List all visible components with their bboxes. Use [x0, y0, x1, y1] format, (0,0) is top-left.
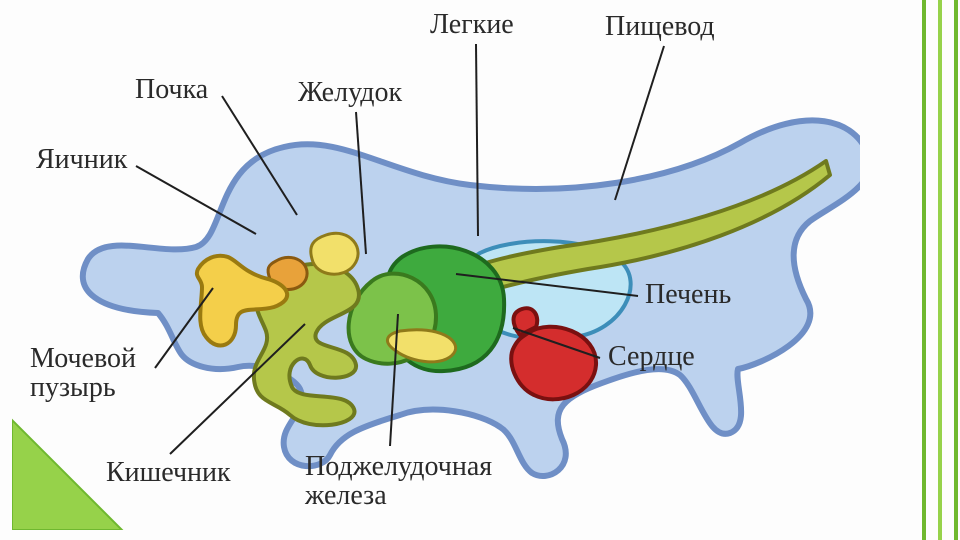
- label-heart: Сердце: [608, 342, 695, 371]
- label-stomach: Желудок: [298, 78, 402, 107]
- label-liver: Печень: [645, 280, 731, 309]
- label-kidney: Почка: [135, 75, 208, 104]
- slide-frame-right: [900, 0, 960, 540]
- label-lungs: Легкие: [430, 10, 514, 39]
- diagram-stage: Легкие Пищевод Почка Желудок Яичник Пече…: [0, 0, 960, 540]
- label-ovary: Яичник: [36, 145, 127, 174]
- organ-kidney: [311, 233, 358, 274]
- label-pancreas: Поджелудочная железа: [305, 452, 492, 511]
- label-bladder: Мочевой пузырь: [30, 344, 136, 403]
- slide-corner-decoration: [12, 410, 132, 530]
- label-esophagus: Пищевод: [605, 12, 715, 41]
- anatomy-svg: [40, 35, 860, 505]
